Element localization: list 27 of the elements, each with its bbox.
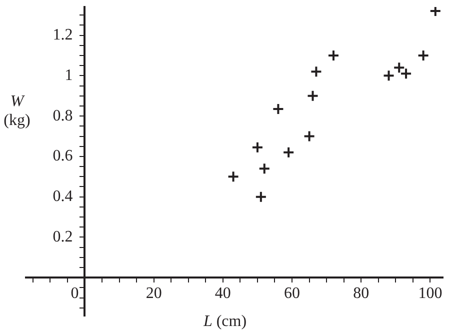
x-tick-label: 80 [353,284,370,302]
y-tick-label: 0.4 [52,188,73,206]
point [417,49,430,62]
point [306,90,319,102]
x-tick-label: 20 [146,284,162,302]
point [258,162,270,175]
point [310,66,322,78]
y-tick-label: 1.2 [52,26,73,44]
point [429,7,442,18]
point [303,130,316,142]
x-tick-label: 40 [214,284,231,302]
y-tick-label: 1 [64,66,73,84]
x-axis-title: L (cm) [202,313,248,331]
point [227,170,240,183]
point [272,102,284,115]
y-tick-label: 0.8 [52,107,73,124]
point [382,70,395,82]
point [251,141,264,154]
x-tick-label: 0 [70,284,79,302]
x-tick-label: 60 [284,284,300,302]
point [282,146,295,158]
y-tick-label: 0.6 [52,148,73,165]
y-axis-title: W (kg) [2,92,32,130]
point [327,49,340,62]
x-tick-label: 100 [418,284,442,302]
y-tick-label: 0.2 [52,228,73,246]
point [254,190,267,203]
